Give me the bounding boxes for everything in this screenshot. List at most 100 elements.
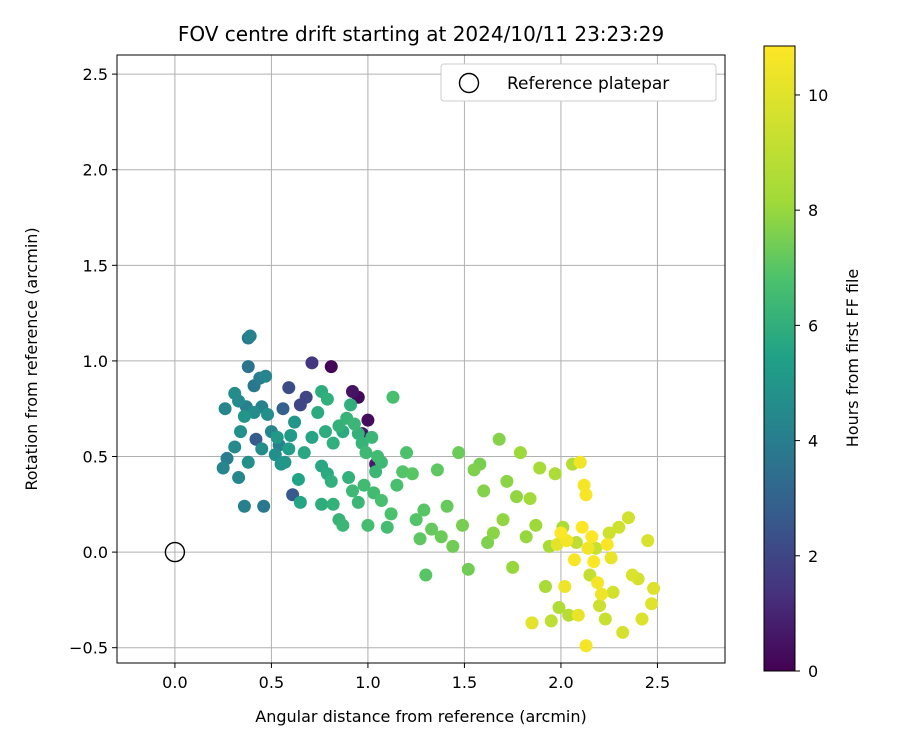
colorbar-ticks: 0 2 4 6 8 10 xyxy=(795,86,828,681)
colorbar-tick-label: 10 xyxy=(808,86,828,105)
data-point xyxy=(324,360,338,374)
data-point xyxy=(440,499,454,513)
data-point xyxy=(562,608,576,622)
data-point xyxy=(288,415,302,429)
data-points xyxy=(216,329,661,653)
data-point xyxy=(237,499,251,513)
data-point xyxy=(293,398,307,412)
y-tick-label: 1.0 xyxy=(83,352,108,371)
data-point xyxy=(234,425,248,439)
data-point xyxy=(257,499,271,513)
data-point xyxy=(602,526,616,540)
data-point xyxy=(276,402,290,416)
data-point xyxy=(241,360,255,374)
data-point xyxy=(587,555,601,569)
y-tick-label: 1.5 xyxy=(83,256,108,275)
data-point xyxy=(477,484,491,498)
data-point xyxy=(455,518,469,532)
y-axis-label: Rotation from reference (arcmin) xyxy=(22,227,41,490)
data-point xyxy=(380,520,394,534)
x-tick-label: 2.5 xyxy=(645,673,670,692)
legend-marker-icon xyxy=(458,72,480,94)
data-point xyxy=(510,490,524,504)
data-point xyxy=(361,518,375,532)
data-point xyxy=(342,471,356,485)
data-point xyxy=(467,463,481,477)
data-point xyxy=(567,553,581,567)
data-point xyxy=(635,612,649,626)
data-point xyxy=(259,369,273,383)
chart-title: FOV centre drift starting at 2024/10/11 … xyxy=(178,22,664,46)
data-point xyxy=(365,430,379,444)
data-point xyxy=(278,455,292,469)
data-point xyxy=(315,497,329,511)
data-point xyxy=(452,446,466,460)
data-point xyxy=(538,580,552,594)
data-point xyxy=(390,478,404,492)
data-point xyxy=(492,432,506,446)
data-point xyxy=(604,551,618,565)
data-point xyxy=(506,560,520,574)
data-point xyxy=(357,478,371,492)
data-point xyxy=(558,580,572,594)
data-point xyxy=(344,398,358,412)
data-point xyxy=(598,612,612,626)
data-point xyxy=(579,488,593,502)
y-tick-label: 0.5 xyxy=(83,448,108,467)
data-point xyxy=(347,417,361,431)
y-tick-label: 0.0 xyxy=(83,543,108,562)
data-point xyxy=(486,526,500,540)
data-point xyxy=(371,450,385,464)
data-point xyxy=(268,448,282,462)
data-point xyxy=(548,467,562,481)
data-point xyxy=(573,455,587,469)
data-point xyxy=(241,455,255,469)
colorbar-gradient xyxy=(763,45,796,672)
data-point xyxy=(326,497,340,511)
x-tick-label: 0.0 xyxy=(162,673,187,692)
data-point xyxy=(500,474,514,488)
data-point xyxy=(581,541,595,555)
data-point xyxy=(326,436,340,450)
data-point xyxy=(552,601,566,615)
data-point xyxy=(554,526,568,540)
data-point xyxy=(544,614,558,628)
data-point xyxy=(600,537,614,551)
data-point xyxy=(579,639,593,653)
data-point xyxy=(351,495,365,509)
data-point xyxy=(232,471,246,485)
legend: Reference platepar xyxy=(440,63,717,102)
data-point xyxy=(320,392,334,406)
data-point xyxy=(593,599,607,613)
data-point xyxy=(345,484,359,498)
y-tick-label: 2.0 xyxy=(83,161,108,180)
axes: 0.0 0.5 1.0 1.5 2.0 2.5 −0.5 0.0 0.5 1.0 1.5 2.0 2.5 xyxy=(69,65,670,692)
data-point xyxy=(400,446,414,460)
data-point xyxy=(336,518,350,532)
colorbar-label: Hours from first FF file xyxy=(843,269,862,448)
data-point xyxy=(594,587,608,601)
data-point xyxy=(481,536,495,550)
data-point xyxy=(496,513,510,527)
data-point xyxy=(384,507,398,521)
legend-box xyxy=(440,63,717,102)
data-point xyxy=(409,513,423,527)
colorbar-tick-label: 8 xyxy=(808,201,818,220)
colorbar: 0 2 4 6 8 10 Hours from first FF file xyxy=(763,45,862,681)
data-point xyxy=(419,568,433,582)
data-point xyxy=(533,461,547,475)
data-point xyxy=(641,534,655,548)
data-point xyxy=(621,511,635,525)
data-point xyxy=(396,465,410,479)
data-point xyxy=(625,568,639,582)
data-point xyxy=(413,532,427,546)
data-point xyxy=(386,390,400,404)
data-point xyxy=(318,425,332,439)
x-tick-label: 1.5 xyxy=(452,673,477,692)
data-point xyxy=(361,413,375,427)
x-tick-label: 0.5 xyxy=(259,673,284,692)
y-tick-label: 2.5 xyxy=(83,65,108,84)
data-point xyxy=(405,467,419,481)
